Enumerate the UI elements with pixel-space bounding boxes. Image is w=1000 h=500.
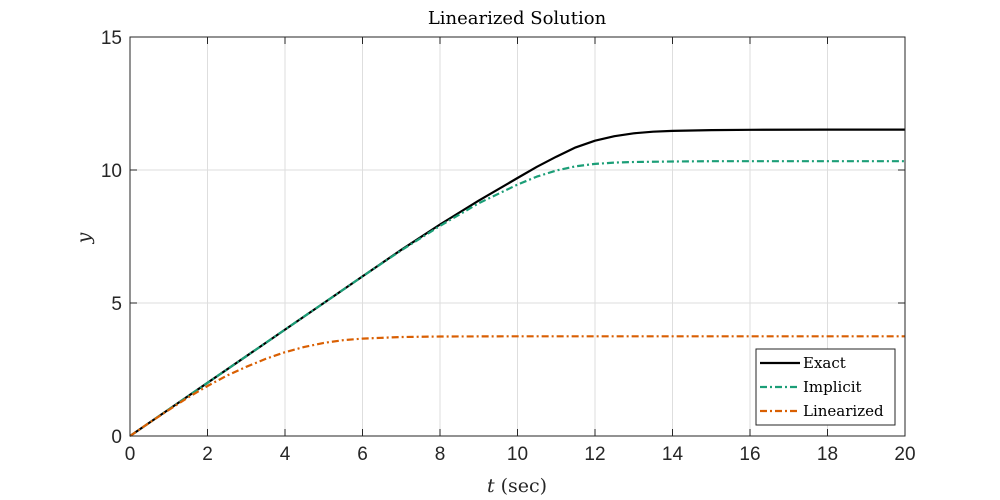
chart-title: Linearized Solution: [428, 8, 607, 29]
series-group: [129, 128, 905, 437]
y-tick-label: 0: [111, 427, 122, 448]
x-tick-label: 4: [280, 444, 291, 465]
x-tick-label: 10: [507, 444, 528, 465]
axis-ticks: 0 2 4 6 8 10 12 14 16 18 20 0 5 10 15: [101, 28, 916, 465]
legend-label-implicit: Implicit: [803, 378, 862, 396]
x-axis-unit: (sec): [501, 475, 547, 497]
x-tick-label: 16: [739, 444, 760, 465]
y-tick-label: 15: [101, 28, 122, 49]
x-tick-label: 12: [584, 444, 605, 465]
y-axis-label: y: [73, 232, 95, 244]
series-line-linearized: [129, 335, 905, 437]
x-tick-label: 20: [894, 444, 915, 465]
legend: Exact Implicit Linearized: [755, 348, 896, 426]
x-tick-label: 8: [435, 444, 446, 465]
legend-label-exact: Exact: [803, 354, 846, 372]
x-axis-label: t (sec): [487, 475, 547, 497]
x-tick-label: 0: [125, 444, 136, 465]
x-tick-label: 14: [662, 444, 684, 465]
x-axis-variable: t: [487, 475, 495, 497]
x-tick-label: 6: [357, 444, 368, 465]
x-tick-label: 18: [817, 444, 838, 465]
x-tick-label: 2: [202, 444, 213, 465]
series-line-exact: [129, 128, 905, 437]
legend-label-linearized: Linearized: [803, 402, 884, 420]
y-tick-label: 5: [111, 294, 122, 315]
y-tick-label: 10: [101, 161, 122, 182]
